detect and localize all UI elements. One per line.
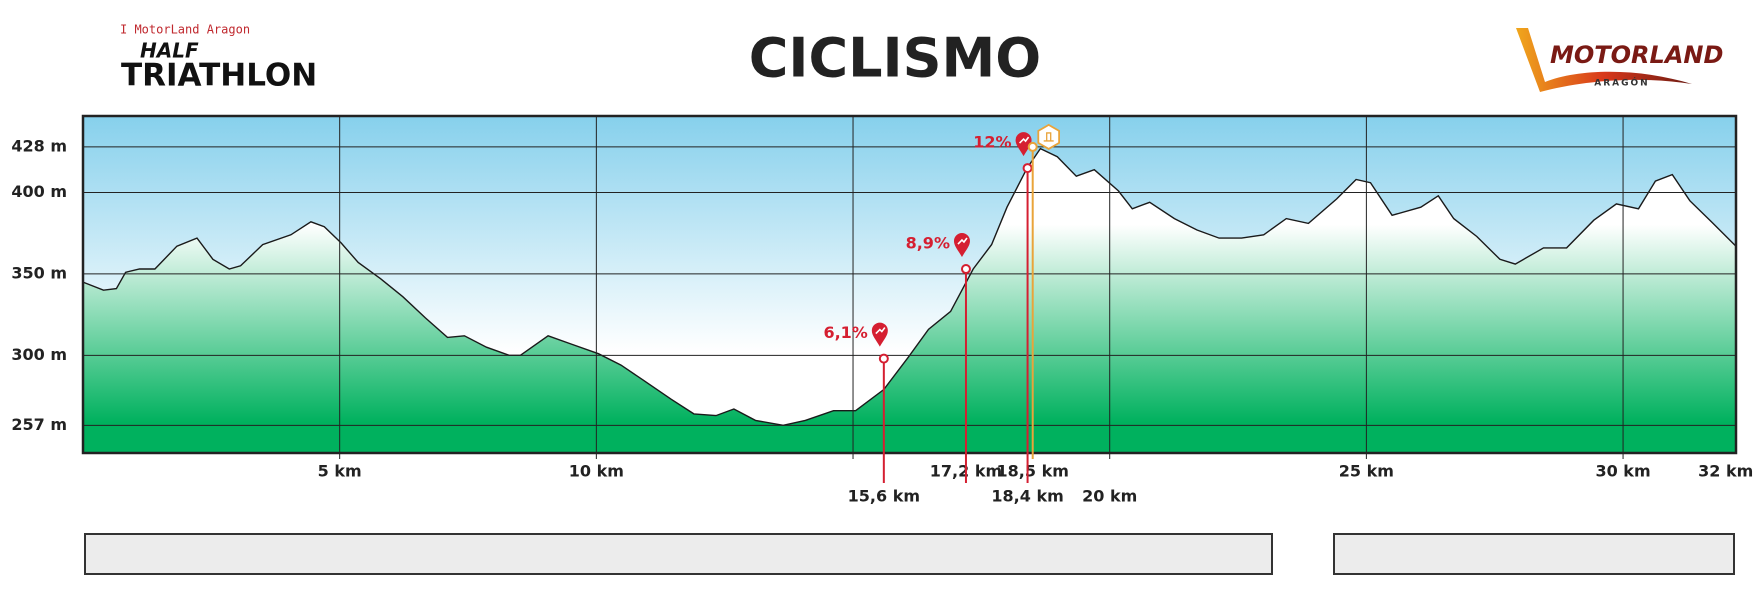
slope-label: 8,9% — [906, 234, 950, 253]
slope-pin — [871, 322, 888, 347]
stats-box — [84, 533, 1273, 575]
x-tick-label: 5 km — [318, 462, 362, 481]
slope-pin — [953, 233, 970, 258]
aid-point — [1027, 141, 1038, 152]
y-tick-label: 428 m — [11, 136, 67, 155]
slope-label: 12% — [973, 133, 1011, 152]
slope-pin — [1015, 132, 1032, 157]
x-tick-label: 18,4 km — [991, 487, 1063, 506]
logo-name: TRIATHLON — [121, 58, 317, 94]
aid-icon — [1037, 123, 1060, 150]
pin-icon — [875, 327, 886, 335]
y-tick-label: 257 m — [11, 415, 67, 434]
chart-title: CICLISMO — [749, 27, 1041, 90]
y-tick-label: 350 m — [11, 263, 67, 282]
logo-sub: ARAGÓN — [1594, 77, 1649, 89]
marker-point — [1022, 163, 1033, 174]
x-tick-label: 32 km — [1698, 462, 1753, 481]
plot-frame — [81, 114, 1738, 455]
marker-point — [878, 353, 889, 364]
logo-motorland: MOTORLAND — [1550, 41, 1723, 69]
aid-icon-glyph — [1043, 132, 1054, 142]
pin-icon — [957, 237, 968, 245]
x-tick-label: 18,5 km — [997, 462, 1069, 481]
elevation-line — [82, 147, 1737, 427]
logo-top: I MotorLand Aragon — [120, 23, 250, 37]
logo-swoosh — [1516, 28, 1692, 92]
x-tick-label: 10 km — [569, 462, 624, 481]
elevation-area — [83, 148, 1736, 453]
x-tick-label: 30 km — [1595, 462, 1650, 481]
slope-label: 6,1% — [823, 323, 867, 342]
marker-point — [960, 264, 971, 275]
logo-half: HALF — [140, 39, 199, 63]
x-tick-label: 15,6 km — [848, 487, 920, 506]
pin-icon — [1019, 136, 1030, 144]
x-tick-label: 25 km — [1339, 462, 1394, 481]
x-tick-label: 20 km — [1082, 487, 1137, 506]
y-tick-label: 300 m — [11, 345, 67, 364]
plot — [82, 116, 1737, 459]
y-tick-label: 400 m — [11, 182, 67, 201]
legend-box — [1333, 533, 1735, 575]
